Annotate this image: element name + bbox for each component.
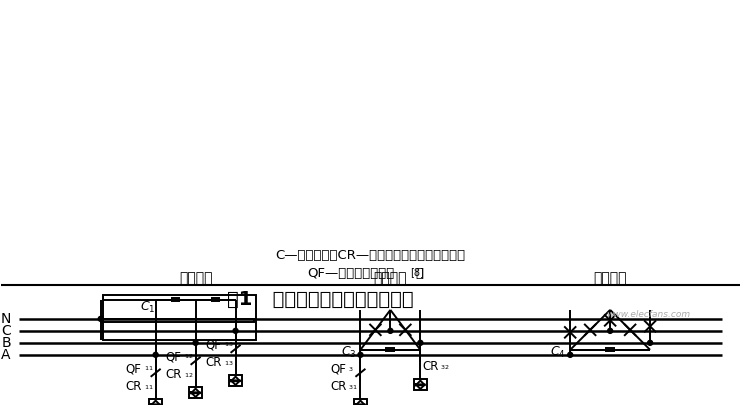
Text: 三相补偿: 三相补偿 (374, 271, 407, 285)
Text: $_{\mathregular{11}}$: $_{\mathregular{11}}$ (144, 364, 153, 373)
Text: $_{\mathregular{32}}$: $_{\mathregular{32}}$ (440, 363, 450, 372)
Text: $_{\mathregular{3}}$: $_{\mathregular{3}}$ (349, 365, 354, 374)
Text: CR: CR (205, 356, 221, 369)
Text: $_{\mathregular{12}}$: $_{\mathregular{12}}$ (184, 352, 193, 361)
Bar (101, 319, 254, 322)
Circle shape (418, 340, 423, 345)
Circle shape (153, 352, 158, 357)
Text: CR: CR (330, 380, 346, 393)
Text: CR: CR (423, 360, 439, 373)
Circle shape (388, 328, 393, 333)
Text: CR: CR (165, 368, 181, 382)
Text: $_{\mathregular{13}}$: $_{\mathregular{13}}$ (223, 340, 233, 350)
Text: $_{\mathregular{13}}$: $_{\mathregular{13}}$ (223, 359, 233, 368)
Text: $_{\mathregular{31}}$: $_{\mathregular{31}}$ (349, 383, 358, 392)
Text: $_{\mathregular{11}}$: $_{\mathregular{11}}$ (144, 383, 153, 392)
Text: B: B (1, 336, 11, 350)
Text: QF: QF (206, 338, 221, 352)
Circle shape (233, 328, 238, 333)
Text: C—电容器组；CR—补偿投切用的双向晶闸管；: C—电容器组；CR—补偿投切用的双向晶闸管； (275, 249, 465, 262)
Text: QF: QF (331, 362, 346, 375)
Bar (414, 379, 427, 390)
Bar (229, 375, 242, 386)
Text: $_{\mathregular{12}}$: $_{\mathregular{12}}$ (184, 371, 193, 380)
Circle shape (358, 352, 363, 357)
Text: 图1   电容器投切补偿电气原理图: 图1 电容器投切补偿电气原理图 (227, 290, 414, 309)
Text: [8]: [8] (411, 267, 424, 277)
Text: A: A (1, 348, 11, 362)
Text: N: N (1, 312, 11, 326)
Bar (354, 399, 367, 405)
Text: 。: 。 (415, 267, 423, 280)
Circle shape (608, 328, 613, 333)
Text: QF: QF (166, 350, 181, 363)
Text: QF—机械式触点开关: QF—机械式触点开关 (307, 267, 394, 280)
Text: $C_3$: $C_3$ (340, 345, 356, 360)
Bar (149, 399, 162, 405)
Circle shape (648, 340, 653, 345)
Text: C: C (1, 324, 11, 338)
Text: www.elecfans.com: www.elecfans.com (606, 310, 690, 319)
Circle shape (193, 340, 198, 345)
Text: $C_1$: $C_1$ (140, 301, 155, 315)
Text: $C_4$: $C_4$ (551, 345, 566, 360)
Text: 单相补偿: 单相补偿 (179, 271, 212, 285)
Circle shape (568, 352, 573, 357)
Circle shape (98, 316, 103, 321)
Text: CR: CR (125, 380, 141, 393)
Bar (189, 387, 202, 398)
Text: 固定补偿: 固定补偿 (593, 271, 627, 285)
Bar (103, 295, 255, 340)
Text: QF: QF (126, 362, 141, 375)
